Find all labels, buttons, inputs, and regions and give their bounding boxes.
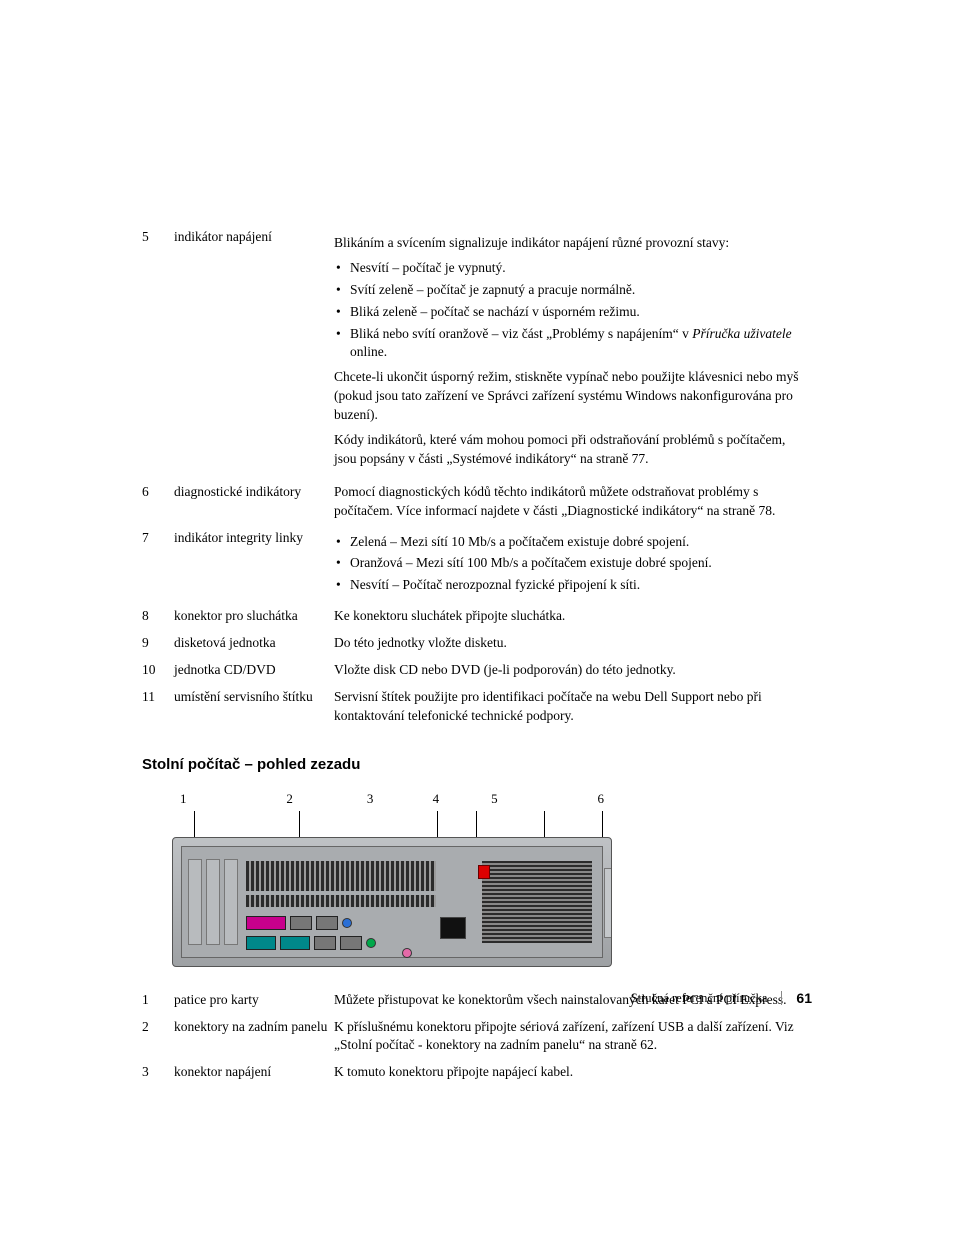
callout: 5 xyxy=(458,791,531,807)
table-row: 3 konektor napájení K tomuto konektoru p… xyxy=(142,1059,812,1086)
row-label: disketová jednotka xyxy=(174,630,334,657)
table-row: 9 disketová jednotka Do této jednotky vl… xyxy=(142,630,812,657)
row-num: 11 xyxy=(142,684,174,730)
leader-line xyxy=(602,811,603,837)
row-desc: Pomocí diagnostických kódů těchto indiká… xyxy=(334,479,812,525)
row-label: indikátor napájení xyxy=(174,224,334,479)
audio-jack-green xyxy=(366,938,376,948)
row-label: indikátor integrity linky xyxy=(174,525,334,604)
table-row: 5 indikátor napájení Blikáním a svícením… xyxy=(142,224,812,479)
leader-line xyxy=(544,811,545,837)
port-row xyxy=(246,933,376,953)
row-label: jednotka CD/DVD xyxy=(174,657,334,684)
leader-line xyxy=(437,811,438,837)
audio-jack-pink xyxy=(402,948,412,958)
document-page: 5 indikátor napájení Blikáním a svícením… xyxy=(0,0,954,1146)
italic-text: Příručka uživatele xyxy=(692,326,791,341)
bullet-item: Zelená – Mezi sítí 10 Mb/s a počítačem e… xyxy=(334,533,806,552)
callout-numbers: 1 2 3 4 5 6 xyxy=(172,791,612,811)
callout: 2 xyxy=(253,791,326,807)
vent-grille xyxy=(246,895,436,907)
row-desc: K příslušnému konektoru připojte sériová… xyxy=(334,1014,812,1060)
row-num: 1 xyxy=(142,987,174,1014)
serial-port xyxy=(246,936,276,950)
rear-view-diagram: 1 2 3 4 5 6 xyxy=(172,791,812,967)
vent-grille xyxy=(246,861,436,891)
usb-port xyxy=(314,936,336,950)
parallel-port xyxy=(246,916,286,930)
table-row: 10 jednotka CD/DVD Vložte disk CD nebo D… xyxy=(142,657,812,684)
table-row: 11 umístění servisního štítku Servisní š… xyxy=(142,684,812,730)
row-num: 5 xyxy=(142,224,174,479)
power-connector xyxy=(440,917,466,939)
front-view-table: 5 indikátor napájení Blikáním a svícením… xyxy=(142,224,812,730)
row-label: umístění servisního štítku xyxy=(174,684,334,730)
usb-port xyxy=(340,936,362,950)
row-label: diagnostické indikátory xyxy=(174,479,334,525)
port-row xyxy=(402,943,412,963)
row-num: 10 xyxy=(142,657,174,684)
chassis-latch xyxy=(604,868,612,938)
bullet-item: Svítí zeleně – počítač je zapnutý a prac… xyxy=(334,281,806,300)
bullet-list: Zelená – Mezi sítí 10 Mb/s a počítačem e… xyxy=(334,533,806,596)
leader-line xyxy=(299,811,300,837)
paragraph: Kódy indikátorů, které vám mohou pomoci … xyxy=(334,431,806,469)
row-label: konektory na zadním panelu xyxy=(174,1014,334,1060)
bullet-item: Bliká zeleně – počítač se nachází v úspo… xyxy=(334,303,806,322)
table-row: 6 diagnostické indikátory Pomocí diagnos… xyxy=(142,479,812,525)
row-num: 9 xyxy=(142,630,174,657)
leader-line xyxy=(476,811,477,837)
row-num: 6 xyxy=(142,479,174,525)
row-desc: Zelená – Mezi sítí 10 Mb/s a počítačem e… xyxy=(334,525,812,604)
ethernet-port xyxy=(316,916,338,930)
footer-title: Stručná referenční příručka xyxy=(631,991,768,1006)
row-desc: Ke konektoru sluchátek připojte sluchátk… xyxy=(334,603,812,630)
leader-line xyxy=(194,811,195,837)
bullet-item: Nesvítí – Počítač nerozpoznal fyzické př… xyxy=(334,576,806,595)
row-label: konektor pro sluchátka xyxy=(174,603,334,630)
chassis-inner xyxy=(181,846,603,958)
paragraph: Chcete-li ukončit úsporný režim, stiskně… xyxy=(334,368,806,425)
row-desc: Servisní štítek použijte pro identifikac… xyxy=(334,684,812,730)
bullet-item: Oranžová – Mezi sítí 100 Mb/s a počítače… xyxy=(334,554,806,573)
row-desc: Do této jednotky vložte disketu. xyxy=(334,630,812,657)
row-desc: Vložte disk CD nebo DVD (je-li podporová… xyxy=(334,657,812,684)
row-label: patice pro karty xyxy=(174,987,334,1014)
ethernet-port xyxy=(290,916,312,930)
card-slot xyxy=(224,859,238,945)
row-num: 8 xyxy=(142,603,174,630)
row-num: 7 xyxy=(142,525,174,604)
table-row: 8 konektor pro sluchátka Ke konektoru sl… xyxy=(142,603,812,630)
footer-divider xyxy=(781,991,782,1005)
row-num: 2 xyxy=(142,1014,174,1060)
row-desc: K tomuto konektoru připojte napájecí kab… xyxy=(334,1059,812,1086)
vent-grille xyxy=(482,861,592,943)
row-intro: Blikáním a svícením signalizuje indikáto… xyxy=(334,234,806,253)
row-num: 3 xyxy=(142,1059,174,1086)
vga-port xyxy=(280,936,310,950)
callout: 6 xyxy=(531,791,604,807)
row-desc: Blikáním a svícením signalizuje indikáto… xyxy=(334,224,812,479)
bullet-list: Nesvítí – počítač je vypnutý. Svítí zele… xyxy=(334,259,806,362)
bullet-item: Bliká nebo svítí oranžově – viz část „Pr… xyxy=(334,325,806,363)
card-slot xyxy=(206,859,220,945)
callout: 1 xyxy=(180,791,253,807)
leader-lines xyxy=(172,811,612,837)
port-row xyxy=(246,913,352,933)
table-row: 2 konektory na zadním panelu K příslušné… xyxy=(142,1014,812,1060)
card-slot xyxy=(188,859,202,945)
page-number: 61 xyxy=(796,990,812,1006)
bullet-item: Nesvítí – počítač je vypnutý. xyxy=(334,259,806,278)
page-footer: Stručná referenční příručka 61 xyxy=(631,990,812,1006)
section-title: Stolní počítač – pohled zezadu xyxy=(142,756,812,773)
voltage-switch xyxy=(478,865,490,879)
row-label: konektor napájení xyxy=(174,1059,334,1086)
computer-chassis xyxy=(172,837,612,967)
callout: 4 xyxy=(414,791,458,807)
table-row: 7 indikátor integrity linky Zelená – Mez… xyxy=(142,525,812,604)
audio-jack-blue xyxy=(342,918,352,928)
callout: 3 xyxy=(326,791,414,807)
